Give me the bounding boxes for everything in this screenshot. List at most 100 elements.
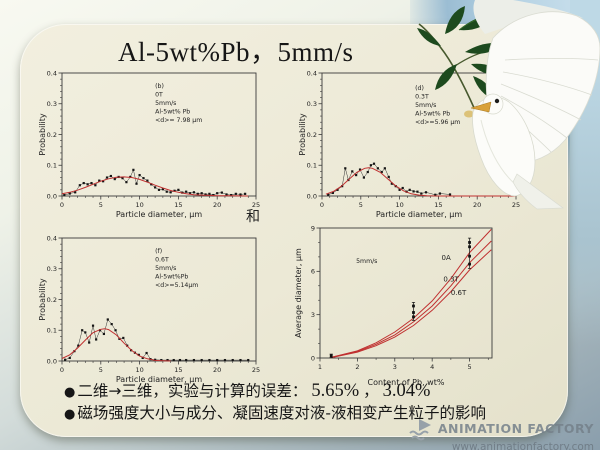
svg-text:20: 20 bbox=[213, 201, 221, 209]
slide-title: Al-5wt%Pb，5mm/s bbox=[118, 37, 354, 67]
chart-particle-distribution-0T: 0 5 10 15 20 25 0.0 0.1 0.2 0.3 0.4 Particle diamet… bbox=[36, 66, 266, 220]
svg-text:(d): (d) bbox=[415, 85, 424, 92]
svg-text:Probability: Probability bbox=[38, 113, 47, 156]
chart-average-diameter-vs-pb: 1 2 3 4 5 0 3 6 9 Content of Pb, wt% Average diame… bbox=[292, 222, 504, 388]
svg-text:5: 5 bbox=[359, 201, 363, 209]
svg-text:(f): (f) bbox=[155, 248, 162, 255]
svg-text:0.0: 0.0 bbox=[307, 192, 317, 200]
svg-text:0: 0 bbox=[320, 201, 324, 209]
connector-label: 和 bbox=[246, 209, 260, 225]
svg-text:25: 25 bbox=[252, 201, 260, 209]
dove-beak bbox=[470, 101, 492, 113]
chart-canvas: 1 2 3 4 5 0 3 6 9 Content of Pb, wt% Average diame… bbox=[294, 224, 493, 387]
svg-text:Probability: Probability bbox=[298, 113, 307, 156]
svg-text:0.2: 0.2 bbox=[307, 131, 317, 139]
svg-text:Content of Pb, wt%: Content of Pb, wt% bbox=[368, 378, 445, 387]
svg-text:0.1: 0.1 bbox=[307, 162, 317, 170]
svg-text:3: 3 bbox=[393, 363, 397, 371]
dove-body bbox=[472, 96, 536, 197]
svg-text:0: 0 bbox=[60, 201, 64, 209]
svg-text:0A: 0A bbox=[442, 254, 451, 262]
svg-text:0.0: 0.0 bbox=[47, 357, 57, 365]
svg-text:9: 9 bbox=[311, 224, 315, 232]
svg-text:<d>=5.96 μm: <d>=5.96 μm bbox=[415, 119, 460, 126]
error-value-2: 3.04% bbox=[382, 381, 431, 401]
svg-text:20: 20 bbox=[473, 201, 481, 209]
svg-text:0.3: 0.3 bbox=[47, 100, 57, 108]
svg-text:Probability: Probability bbox=[38, 278, 47, 321]
svg-text:0.6T: 0.6T bbox=[451, 289, 467, 297]
bullet-item-magnetic-field: ● 磁场强度大小与成分、凝固速度对液-液相变产生粒子的影响 bbox=[64, 403, 554, 425]
svg-text:0.6T: 0.6T bbox=[155, 256, 169, 263]
svg-text:20: 20 bbox=[213, 366, 221, 374]
svg-text:<d>= 7.98 μm: <d>= 7.98 μm bbox=[155, 117, 202, 124]
svg-text:10: 10 bbox=[135, 366, 143, 374]
svg-text:5mm/s: 5mm/s bbox=[356, 258, 377, 265]
svg-text:5mm/s: 5mm/s bbox=[155, 265, 176, 272]
animation-factory-logo-icon bbox=[409, 419, 431, 441]
svg-text:Particle diameter, μm: Particle diameter, μm bbox=[116, 375, 203, 384]
svg-text:25: 25 bbox=[252, 366, 260, 374]
svg-text:10: 10 bbox=[395, 201, 403, 209]
svg-text:15: 15 bbox=[434, 201, 442, 209]
svg-text:Particle diameter, μm: Particle diameter, μm bbox=[376, 210, 463, 219]
watermark: ANIMATION FACTORY www.animationfactory.c… bbox=[409, 417, 594, 450]
svg-text:5mm/s: 5mm/s bbox=[155, 100, 176, 107]
bullet-text: 磁场强度大小与成分、凝固速度对液-液相变产生粒子的影响 bbox=[77, 404, 486, 422]
svg-text:0.3T: 0.3T bbox=[443, 275, 459, 283]
svg-text:0: 0 bbox=[311, 354, 315, 362]
svg-text:Al-5wt%Pb: Al-5wt%Pb bbox=[155, 273, 188, 280]
svg-text:Al-5wt% Pb: Al-5wt% Pb bbox=[415, 111, 450, 118]
chart-particle-distribution-0.6T: 0 5 10 15 20 25 0.0 0.1 0.2 0.3 0.4 Particle diamet… bbox=[36, 231, 266, 385]
svg-text:<d>=5.14μm: <d>=5.14μm bbox=[155, 282, 198, 289]
svg-text:0: 0 bbox=[60, 366, 64, 374]
svg-text:Particle diameter, μm: Particle diameter, μm bbox=[116, 210, 203, 219]
dove-image bbox=[417, 0, 600, 210]
comma-separator: ， bbox=[363, 382, 379, 400]
svg-text:0.4: 0.4 bbox=[47, 69, 57, 77]
svg-text:0.1: 0.1 bbox=[47, 162, 57, 170]
svg-text:Average diameter, μm: Average diameter, μm bbox=[294, 248, 303, 338]
dove-tail bbox=[512, 173, 565, 210]
svg-text:5: 5 bbox=[467, 363, 471, 371]
error-value-1: 5.65% bbox=[311, 381, 360, 401]
svg-text:10: 10 bbox=[135, 201, 143, 209]
content-panel bbox=[20, 24, 568, 437]
svg-text:5: 5 bbox=[99, 366, 103, 374]
svg-text:0T: 0T bbox=[155, 91, 163, 98]
watermark-title: ANIMATION FACTORY bbox=[437, 421, 594, 436]
svg-text:15: 15 bbox=[174, 366, 182, 374]
svg-text:0.4: 0.4 bbox=[307, 69, 317, 77]
olive-fruit bbox=[464, 110, 474, 118]
svg-text:0.2: 0.2 bbox=[47, 131, 57, 139]
svg-text:1: 1 bbox=[318, 363, 322, 371]
svg-text:0.1: 0.1 bbox=[47, 327, 57, 335]
bullet-dot-icon: ● bbox=[64, 385, 76, 400]
bullet-dot-icon: ● bbox=[64, 407, 76, 422]
bullet-list: ● 二维→三维，实验与计算的误差： 5.65%， 3.04% ● 磁场强度大小与成分、凝… bbox=[64, 381, 554, 425]
watermark-url: www.animationfactory.com bbox=[451, 441, 594, 450]
chart-canvas: 0 5 10 15 20 25 0.0 0.1 0.2 0.3 0.4 Particle diamet… bbox=[38, 69, 260, 219]
svg-text:0.2: 0.2 bbox=[47, 296, 57, 304]
svg-text:15: 15 bbox=[174, 201, 182, 209]
dove-eye bbox=[494, 98, 500, 104]
svg-text:25: 25 bbox=[512, 201, 520, 209]
svg-text:0.3: 0.3 bbox=[307, 100, 317, 108]
svg-text:5mm/s: 5mm/s bbox=[415, 102, 436, 109]
svg-text:5: 5 bbox=[99, 201, 103, 209]
svg-text:4: 4 bbox=[430, 363, 434, 371]
svg-text:0.3T: 0.3T bbox=[415, 94, 429, 101]
svg-text:0.3: 0.3 bbox=[47, 265, 57, 273]
svg-text:(b): (b) bbox=[155, 83, 164, 90]
svg-text:0.4: 0.4 bbox=[47, 234, 57, 242]
svg-text:2: 2 bbox=[355, 363, 359, 371]
svg-text:3: 3 bbox=[311, 311, 315, 319]
dove-body-group bbox=[470, 0, 600, 210]
svg-text:6: 6 bbox=[311, 268, 315, 276]
svg-text:Al-5wt% Pb: Al-5wt% Pb bbox=[155, 108, 190, 115]
bullet-item-errors: ● 二维→三维，实验与计算的误差： 5.65%， 3.04% bbox=[64, 381, 554, 403]
chart-canvas: 0 5 10 15 20 25 0.0 0.1 0.2 0.3 0.4 Particle diamet… bbox=[38, 234, 260, 384]
bullet-text: 二维→三维，实验与计算的误差： bbox=[77, 382, 308, 400]
svg-text:0.0: 0.0 bbox=[47, 192, 57, 200]
